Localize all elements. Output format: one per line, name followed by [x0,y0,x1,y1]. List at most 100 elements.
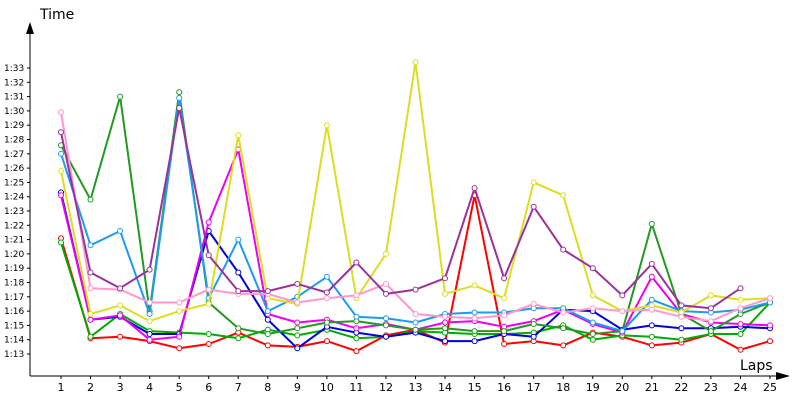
data-point [87,311,94,317]
y-tick-label: 1:29 [4,121,24,131]
data-point [501,328,508,335]
data-point [589,319,596,326]
data-point [264,288,271,295]
x-tick-label: 23 [704,381,718,394]
data-point [383,322,389,329]
data-point [294,299,301,306]
data-point [560,309,567,316]
series-6 [58,95,773,335]
data-point [58,109,64,116]
y-tick-label: 1:19 [4,264,24,274]
data-point [589,336,596,343]
data-point [117,285,124,292]
x-tick-label: 7 [235,381,242,394]
x-tick-label: 6 [205,381,212,394]
data-point [146,331,153,337]
y-tick-label: 1:28 [4,136,24,146]
y-tick-label: 1:24 [4,193,24,203]
data-point [146,311,153,317]
data-point [205,219,212,226]
series-8 [58,109,773,325]
data-point [707,328,714,335]
data-point [353,325,360,332]
data-point [560,342,567,349]
y-tick-label: 1:26 [4,164,24,174]
data-point [678,302,685,309]
x-tick-label: 8 [264,381,271,394]
series-layer [58,59,773,355]
data-point [58,239,64,246]
data-point [383,315,389,322]
data-point [294,280,301,287]
data-point [412,311,419,317]
data-point [678,313,685,320]
data-point [737,296,744,303]
y-tick-label: 1:13 [4,350,24,360]
x-tick-label: 24 [733,381,747,394]
data-point [648,342,655,349]
series-5 [58,89,773,337]
data-point [117,302,124,309]
x-tick-label: 19 [586,381,600,394]
data-point [471,328,478,335]
data-point [678,325,685,332]
data-point [707,305,714,312]
data-point [412,286,419,293]
x-tick-label: 3 [117,381,124,394]
data-point [501,341,508,347]
data-point [471,338,478,345]
data-point [442,275,448,282]
y-tick-label: 1:33 [4,64,24,74]
data-point [87,269,94,276]
x-tick-label: 17 [527,381,541,394]
data-point [176,105,183,111]
data-point [530,333,537,340]
data-point [176,333,183,340]
series-9 [58,105,744,312]
data-point [412,59,419,66]
data-point [205,286,212,293]
data-point [501,312,508,319]
data-point [619,308,626,315]
y-tick-label: 1:14 [4,336,24,346]
data-point [412,319,419,326]
y-tick-label: 1:32 [4,78,24,88]
data-point [501,295,508,302]
data-point [235,269,242,276]
data-point [737,346,744,353]
series-line [60,107,742,310]
data-point [383,333,389,340]
data-point [560,325,567,332]
data-point [323,319,330,326]
y-tick-label: 1:25 [4,178,24,188]
data-point [117,312,124,319]
data-point [648,220,655,227]
data-point [87,316,94,323]
x-axis-title: Laps [740,358,773,374]
data-point [117,93,124,100]
data-point [383,290,389,297]
data-point [235,236,242,243]
data-point [146,266,153,273]
series-line [60,97,771,333]
data-point [353,259,360,266]
data-point [442,319,448,326]
x-tick-label: 12 [379,381,393,394]
data-point [294,319,301,326]
y-tick-label: 1:17 [4,293,24,303]
data-point [117,228,124,234]
data-point [87,196,94,203]
y-tick-label: 1:16 [4,307,24,317]
y-tick-label: 1:20 [4,250,24,260]
y-tick-label: 1:18 [4,279,24,289]
data-point [353,313,360,320]
data-point [294,325,301,332]
data-point [87,285,94,292]
x-tick-label: 11 [349,381,363,394]
data-point [589,331,596,337]
y-tick-label: 1:22 [4,221,24,231]
data-point [264,308,271,315]
data-point [442,338,448,345]
data-point [707,292,714,299]
axes: Time Laps [26,7,790,380]
